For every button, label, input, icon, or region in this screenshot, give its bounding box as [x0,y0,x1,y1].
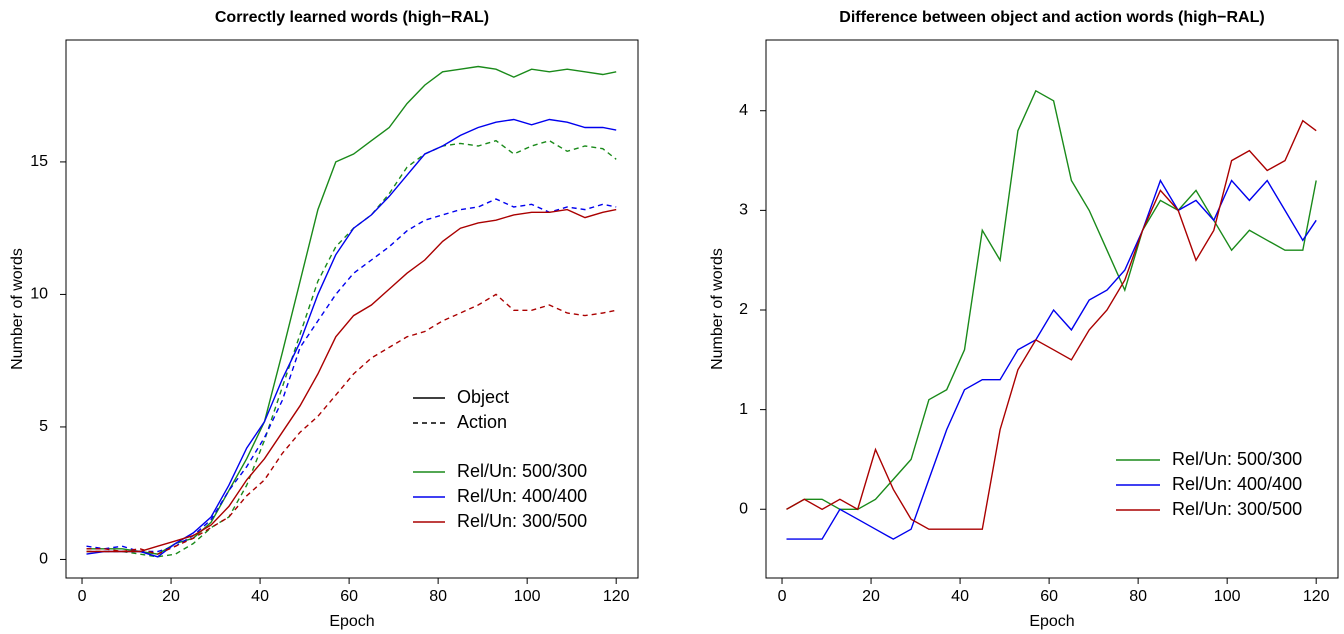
x-tick-label: 100 [1214,588,1241,605]
series-line [86,293,617,555]
x-tick-label: 60 [1040,588,1058,605]
legend-label: Object [457,387,509,407]
x-tick-label: 60 [340,588,358,605]
series-line [786,89,1317,510]
y-axis-label: Number of words [709,248,726,370]
x-tick-label: 0 [78,588,87,605]
x-tick-label: 20 [162,588,180,605]
x-tick-label: 120 [1303,588,1330,605]
x-tick-label: 40 [951,588,969,605]
y-tick-label: 3 [739,202,748,219]
legend-label: Rel/Un: 400/400 [1172,474,1302,494]
chart-title: Difference between object and action wor… [839,9,1264,26]
series-line [86,208,617,553]
y-tick-label: 1 [739,401,748,418]
y-tick-label: 0 [39,551,48,568]
y-tick-label: 4 [739,102,748,119]
y-tick-label: 0 [739,500,748,517]
x-tick-label: 120 [603,588,630,605]
series-line [786,178,1317,540]
plot-frame [65,39,639,579]
y-axis-label: Number of words [9,248,26,370]
legend-label: Rel/Un: 500/300 [1172,449,1302,469]
plot-frame [765,39,1339,579]
y-tick-label: 15 [30,153,48,170]
legend-label: Rel/Un: 300/500 [1172,499,1302,519]
legend-label: Action [457,412,507,432]
x-tick-label: 20 [862,588,880,605]
chart-title: Correctly learned words (high−RAL) [215,9,489,26]
x-tick-label: 100 [514,588,541,605]
y-tick-label: 5 [39,418,48,435]
x-axis-label: Epoch [1029,613,1074,630]
x-tick-label: 80 [1129,588,1147,605]
x-tick-label: 40 [251,588,269,605]
x-tick-label: 0 [778,588,787,605]
x-tick-label: 80 [429,588,447,605]
series-line [786,119,1317,530]
legend-label: Rel/Un: 300/500 [457,511,587,531]
y-tick-label: 2 [739,301,748,318]
x-axis-label: Epoch [329,613,374,630]
legend-label: Rel/Un: 500/300 [457,461,587,481]
series-line [86,65,617,555]
y-tick-label: 10 [30,286,48,303]
legend-label: Rel/Un: 400/400 [457,486,587,506]
series-line [86,118,617,558]
